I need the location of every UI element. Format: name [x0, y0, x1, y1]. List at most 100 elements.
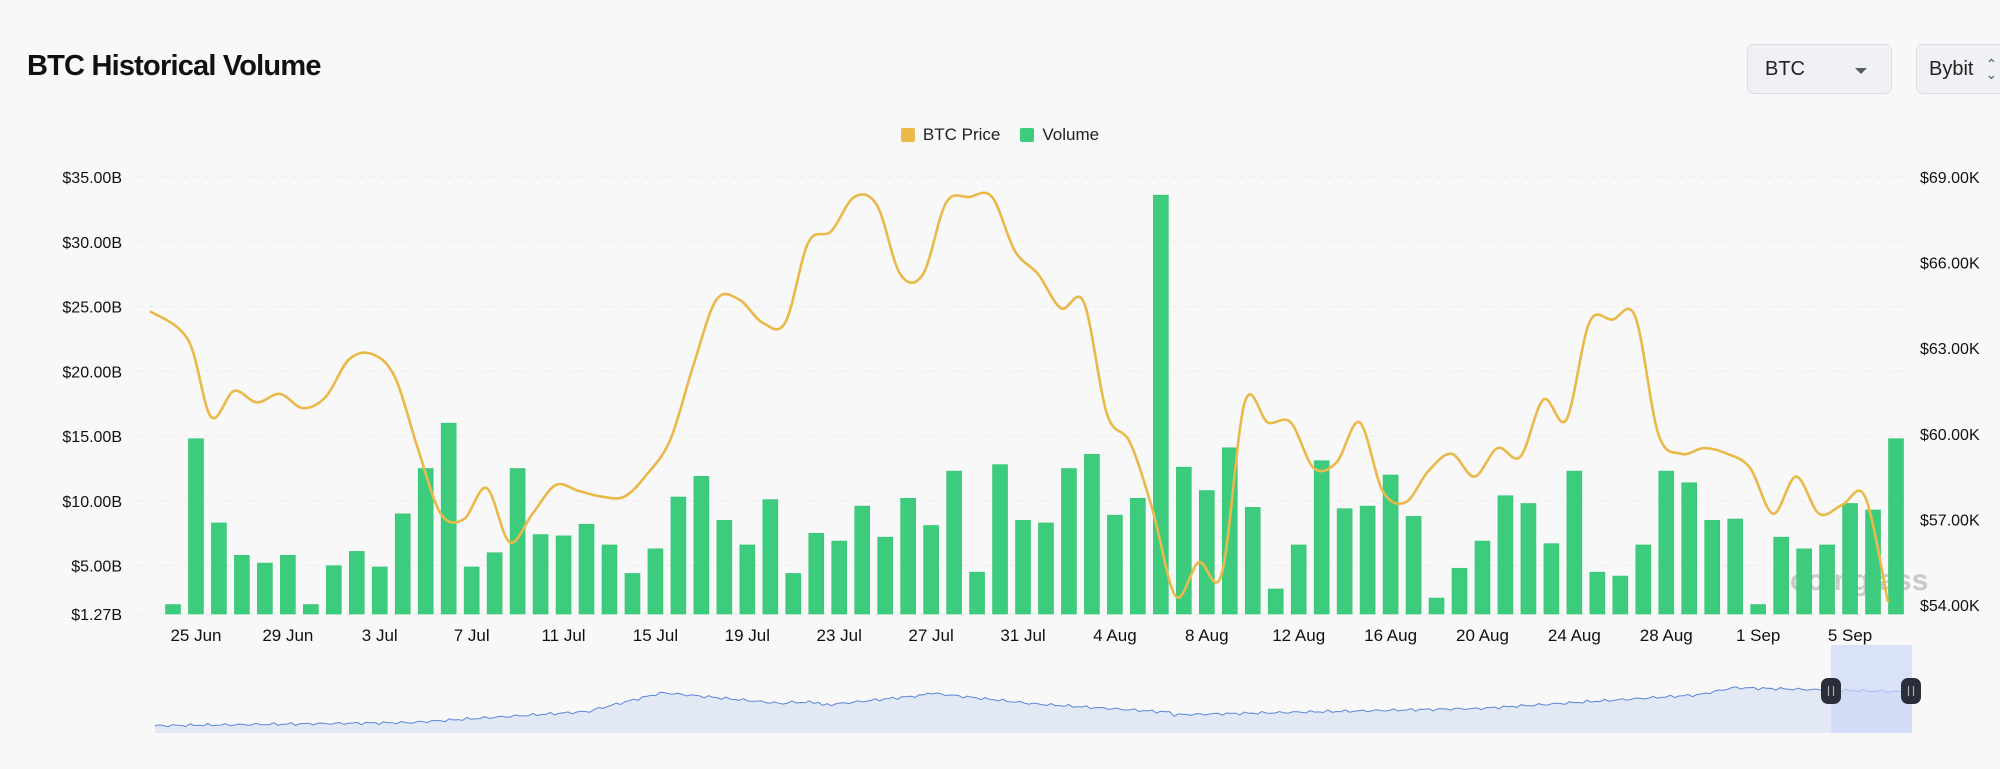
volume-bar — [280, 555, 296, 615]
volume-bar — [578, 523, 595, 615]
volume-bar — [647, 548, 664, 615]
x-axis-tick: 28 Aug — [1640, 626, 1693, 645]
left-axis-tick: $15.00B — [62, 429, 122, 446]
volume-bar — [257, 562, 273, 615]
volume-bar — [762, 499, 779, 615]
volume-bar — [188, 438, 204, 615]
volume-bar — [1084, 453, 1100, 615]
x-axis-tick: 15 Jul — [633, 626, 678, 645]
caret-down-icon — [1855, 68, 1867, 74]
volume-bar — [463, 566, 480, 615]
volume-bar — [969, 571, 985, 615]
volume-bar — [1842, 503, 1858, 615]
navigator-area — [155, 686, 1912, 733]
volume-bar — [440, 422, 457, 615]
volume-bar — [303, 604, 319, 615]
volume-bar — [326, 565, 342, 615]
x-axis-tick: 1 Sep — [1736, 626, 1780, 645]
volume-bar — [831, 540, 848, 615]
volume-bar — [1199, 490, 1215, 615]
x-axis-tick: 27 Jul — [908, 626, 953, 645]
volume-bar — [1336, 508, 1353, 615]
volume-bar — [486, 552, 503, 615]
range-navigator[interactable] — [154, 645, 1921, 733]
volume-bar — [923, 525, 939, 615]
x-axis-tick: 29 Jun — [262, 626, 313, 645]
volume-bar — [394, 513, 411, 615]
x-axis-tick: 5 Sep — [1828, 626, 1872, 645]
left-axis-tick: $1.27B — [71, 607, 122, 624]
volume-bar — [509, 468, 526, 615]
volume-bar — [808, 532, 825, 615]
right-axis-tick: $69.00K — [1920, 170, 1980, 187]
left-axis-tick: $25.00B — [62, 300, 122, 317]
volume-bar — [1543, 543, 1560, 615]
volume-bar — [601, 544, 618, 615]
left-axis-tick: $35.00B — [62, 170, 122, 187]
volume-bar — [1796, 548, 1812, 615]
volume-bar — [1474, 540, 1491, 615]
x-axis-tick: 31 Jul — [1000, 626, 1045, 645]
legend-swatch-volume — [1020, 128, 1035, 142]
right-axis: $69.00K $66.00K $63.00K $60.00K $57.00K $54.0… — [1920, 170, 1980, 615]
right-axis-tick: $54.00K — [1920, 598, 1980, 615]
volume-bar — [1244, 507, 1261, 615]
volume-bar — [1267, 588, 1284, 615]
x-axis-tick: 25 Jun — [170, 626, 221, 645]
volume-bar — [1612, 575, 1629, 615]
volume-bar — [211, 522, 227, 615]
volume-bar — [1819, 544, 1835, 615]
x-axis: 25 Jun 29 Jun 3 Jul 7 Jul 11 Jul 15 Jul 19 Jul… — [170, 626, 1872, 645]
legend-label: BTC Price — [922, 125, 1001, 144]
volume-bar — [854, 505, 871, 615]
volume-bar — [1130, 498, 1146, 615]
volume-bar — [1038, 522, 1054, 615]
legend-label: Volume — [1042, 125, 1100, 144]
volume-bar — [1176, 466, 1192, 615]
exchange-select[interactable]: Bybit ⌃ ⌄ — [1916, 44, 2000, 94]
left-axis-tick: $30.00B — [62, 235, 122, 252]
volume-bars — [165, 194, 1904, 615]
volume-bar — [1015, 520, 1031, 615]
volume-bar — [1520, 503, 1537, 615]
volume-bar — [693, 475, 710, 615]
navigator-handle[interactable] — [1821, 678, 1841, 704]
volume-bar — [739, 544, 756, 615]
left-axis-tick: $10.00B — [62, 494, 122, 511]
left-axis-tick: $20.00B — [62, 364, 122, 381]
volume-bar — [624, 573, 641, 615]
volume-bar — [1888, 438, 1904, 615]
volume-bar — [417, 468, 434, 615]
coin-select[interactable]: BTC — [1747, 44, 1892, 94]
page-title: BTC Historical Volume — [27, 50, 321, 82]
volume-bar — [1589, 571, 1606, 615]
volume-bar — [946, 470, 962, 615]
volume-bar — [532, 534, 549, 615]
right-axis-tick: $63.00K — [1920, 341, 1980, 358]
volume-bar — [1107, 514, 1123, 615]
volume-bar — [1153, 194, 1169, 615]
btc-price-line — [149, 191, 1890, 603]
watermark: coinglass — [1790, 564, 1928, 597]
x-axis-tick: 24 Aug — [1548, 626, 1601, 645]
navigator-line — [154, 686, 1913, 728]
chart-legend: BTC Price Volume — [0, 125, 2000, 145]
legend-item-volume[interactable]: Volume — [1020, 125, 1099, 145]
x-axis-tick: 12 Aug — [1272, 626, 1325, 645]
right-axis-tick: $57.00K — [1920, 512, 1980, 529]
volume-bar — [1359, 505, 1376, 615]
x-axis-tick: 20 Aug — [1456, 626, 1509, 645]
volume-bar — [992, 464, 1008, 615]
volume-bar — [1313, 460, 1330, 615]
x-axis-tick: 23 Jul — [817, 626, 862, 645]
legend-item-btc-price[interactable]: BTC Price — [900, 125, 1001, 145]
updown-chevron-icon: ⌃ ⌄ — [1985, 56, 1998, 82]
volume-bar — [1382, 474, 1399, 615]
volume-bar — [1405, 516, 1422, 615]
volume-bar — [371, 566, 388, 615]
navigator-handle[interactable] — [1901, 678, 1921, 704]
volume-bar — [1497, 495, 1514, 615]
x-axis-tick: 11 Jul — [541, 626, 585, 645]
volume-bar — [1635, 544, 1652, 615]
volume-bar — [1727, 518, 1743, 615]
